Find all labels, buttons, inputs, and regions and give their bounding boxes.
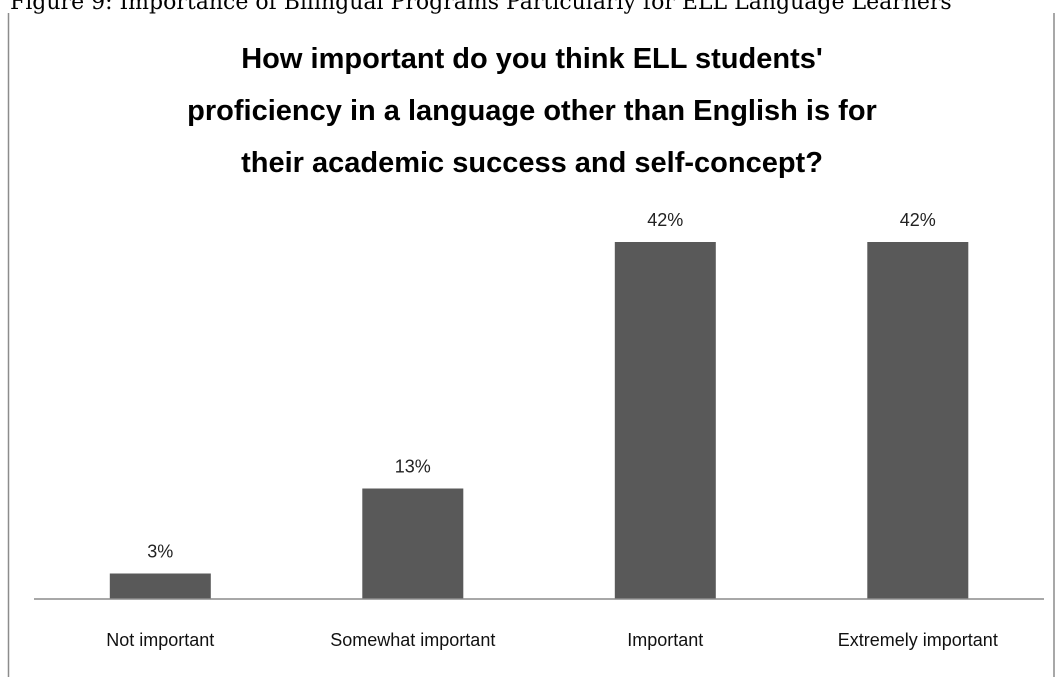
category-label-3: Extremely important bbox=[838, 630, 998, 650]
bar-0 bbox=[109, 573, 211, 599]
data-label-1: 13% bbox=[395, 457, 431, 477]
bar-3 bbox=[867, 242, 969, 599]
bar-1 bbox=[362, 488, 464, 599]
page-header-cut: Figure 9: Importance of Bilingual Progra… bbox=[10, 0, 952, 15]
data-label-3: 42% bbox=[900, 210, 936, 230]
data-label-2: 42% bbox=[647, 210, 683, 230]
chart-title-line-1: How important do you think ELL students' bbox=[241, 43, 823, 75]
category-label-0: Not important bbox=[106, 630, 214, 650]
plot-area: 3% Not important 13% Somewhat important 42% I… bbox=[106, 210, 998, 650]
chart-title-line-2: proficiency in a language other than Eng… bbox=[187, 95, 877, 127]
data-label-0: 3% bbox=[147, 542, 173, 562]
chart-title-line-3: their academic success and self-concept? bbox=[241, 147, 823, 179]
bar-2 bbox=[614, 242, 716, 599]
category-label-1: Somewhat important bbox=[330, 630, 495, 650]
category-label-2: Important bbox=[627, 630, 703, 650]
